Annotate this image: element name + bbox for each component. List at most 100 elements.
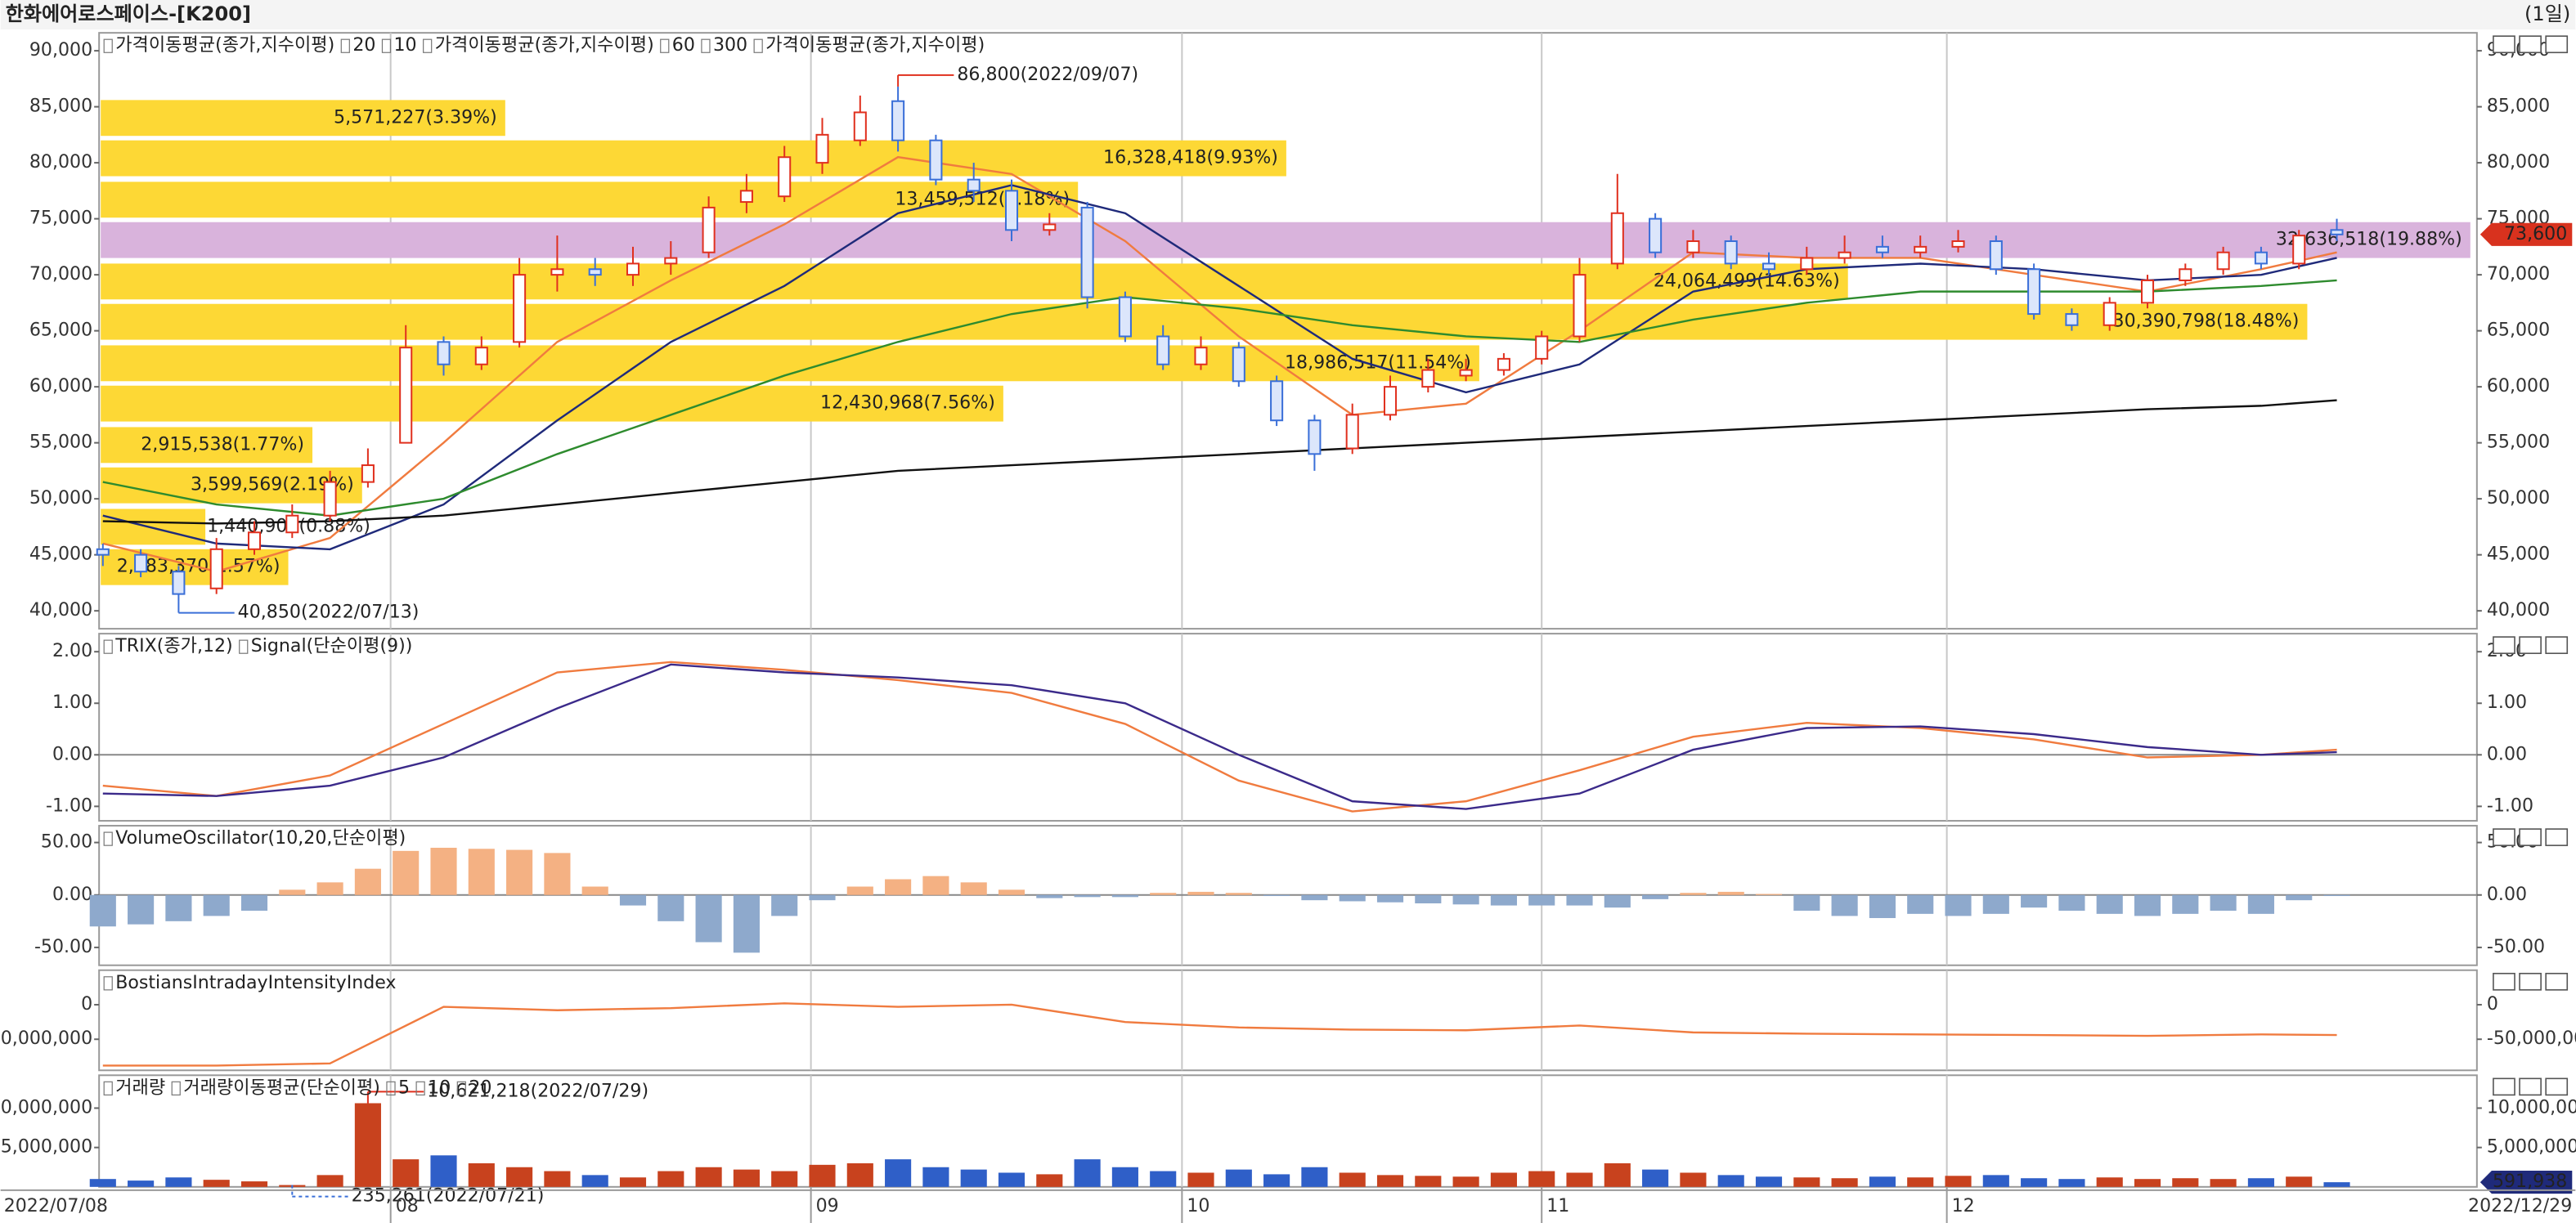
legend-entry: VolumeOscillator(10,20,단순이평): [115, 828, 406, 849]
panel-control: [2545, 828, 2569, 846]
candle-body: [361, 464, 375, 483]
volume-bar: [1225, 1169, 1252, 1187]
y-tick-label: 1.00: [52, 692, 92, 713]
y-tick-label: 70,000: [29, 264, 92, 284]
panel-control: [2545, 1077, 2569, 1096]
candle-body: [1232, 347, 1245, 383]
legend-swatch: [103, 1081, 113, 1095]
legend-entry: 10: [394, 35, 417, 56]
volume-profile-band: [101, 181, 1079, 218]
candle-body: [2065, 313, 2079, 326]
panel-control: [2493, 1077, 2515, 1096]
candle-body: [1043, 223, 1057, 231]
volume-bar: [771, 1171, 798, 1187]
y-tick-label: 50,000: [29, 488, 92, 508]
candle-body: [891, 100, 905, 141]
candle-body: [702, 206, 716, 253]
oscillator-bar: [2134, 894, 2161, 916]
panel-control: [2493, 828, 2515, 846]
volume-bar: [1339, 1172, 1366, 1187]
oscillator-bar: [1452, 894, 1479, 905]
oscillator-bar: [165, 894, 192, 921]
candle-body: [172, 571, 186, 595]
candle-body: [323, 481, 337, 517]
volume-bar: [1907, 1177, 1934, 1187]
volume-bar: [2172, 1178, 2199, 1187]
candle-body: [1989, 240, 2003, 271]
volume-bar: [316, 1175, 343, 1187]
candle-body: [1573, 274, 1586, 338]
y-tick-label-right: -50.00: [2487, 937, 2545, 957]
candle-body: [1383, 386, 1398, 416]
candle-body: [1649, 217, 1663, 253]
candle-body: [2103, 302, 2116, 326]
volume-bar: [733, 1169, 760, 1187]
volume-profile-band: [101, 263, 1848, 300]
oscillator-bar: [771, 894, 798, 916]
annotation: 235,261(2022/07/21): [291, 1185, 545, 1207]
volume-bar: [695, 1167, 722, 1187]
volume-bar: [128, 1180, 155, 1187]
candle-body: [1838, 251, 1851, 259]
y-tick-label-right: 5,000,000: [2487, 1137, 2576, 1158]
annotation-label: 235,261(2022/07/21): [352, 1186, 545, 1207]
oscillator-bar: [657, 894, 684, 921]
oscillator-bar: [2096, 894, 2123, 914]
oscillator-bar: [1415, 894, 1442, 904]
volume-bar: [165, 1177, 192, 1187]
legend-swatch: [456, 1081, 466, 1095]
legend-swatch: [386, 1081, 396, 1095]
volume-bar: [506, 1167, 533, 1187]
candle-body: [1914, 245, 1928, 253]
y-tick-label-right: 85,000: [2487, 96, 2550, 117]
annotation-label: 86,800(2022/09/07): [957, 65, 1138, 85]
volume-bar: [1717, 1175, 1744, 1187]
y-tick-label-right: 50,000: [2487, 488, 2550, 508]
legend-swatch: [340, 38, 350, 53]
y-tick-label: 2.00: [52, 641, 92, 661]
volume-bar: [468, 1163, 495, 1187]
oscillator-bar: [89, 894, 116, 927]
volume-profile-label: 5,571,227(3.39%): [334, 107, 497, 128]
oscillator-bar: [846, 886, 873, 895]
candle-body: [588, 268, 602, 276]
volume-bar: [809, 1164, 836, 1187]
y-tick-label: 5,000,000: [1, 1137, 92, 1158]
y-tick-label-right: -50,000,000: [2487, 1028, 2576, 1049]
y-tick-label: 65,000: [29, 320, 92, 341]
panel-control: [2519, 35, 2542, 54]
legend-swatch: [103, 831, 113, 846]
candle-body: [96, 548, 110, 556]
legend-entry: 300: [713, 35, 747, 56]
legend-swatch: [701, 38, 711, 53]
legend-swatch: [660, 38, 670, 53]
oscillator-bar: [1642, 894, 1669, 899]
series-line: [102, 1002, 2337, 1067]
legend-swatch: [415, 1081, 425, 1095]
volume-bar: [2058, 1179, 2085, 1187]
annotation: 40,850(2022/07/13): [177, 601, 419, 623]
panel-control: [2519, 636, 2542, 655]
last-value-label: 73,600: [2504, 224, 2567, 244]
volume-bar: [1415, 1176, 1442, 1187]
oscillator-bar: [960, 882, 987, 895]
y-tick-label-right: 70,000: [2487, 264, 2550, 284]
oscillator-bar: [1945, 894, 1972, 916]
oscillator-bar: [1150, 893, 1177, 895]
candle-body: [285, 514, 299, 534]
candle-body: [626, 262, 640, 276]
volume-bar: [1528, 1171, 1555, 1187]
x-tick-label: 08: [396, 1196, 419, 1216]
volume-bar: [1642, 1169, 1669, 1187]
volume-profile-band: [101, 385, 1003, 422]
legend-entry: 거래량이동평균(단순이평): [183, 1077, 380, 1098]
title-bar: [0, 0, 2576, 30]
panel-frame: [98, 633, 2478, 822]
oscillator-bar: [316, 882, 343, 895]
oscillator-bar: [1263, 894, 1290, 897]
panel-control: [2519, 972, 2542, 991]
volume-profile-label: 30,390,798(18.48%): [2113, 311, 2300, 332]
legend-entry: TRIX(종가,12): [114, 636, 232, 656]
volume-profile-band: [101, 345, 1479, 382]
